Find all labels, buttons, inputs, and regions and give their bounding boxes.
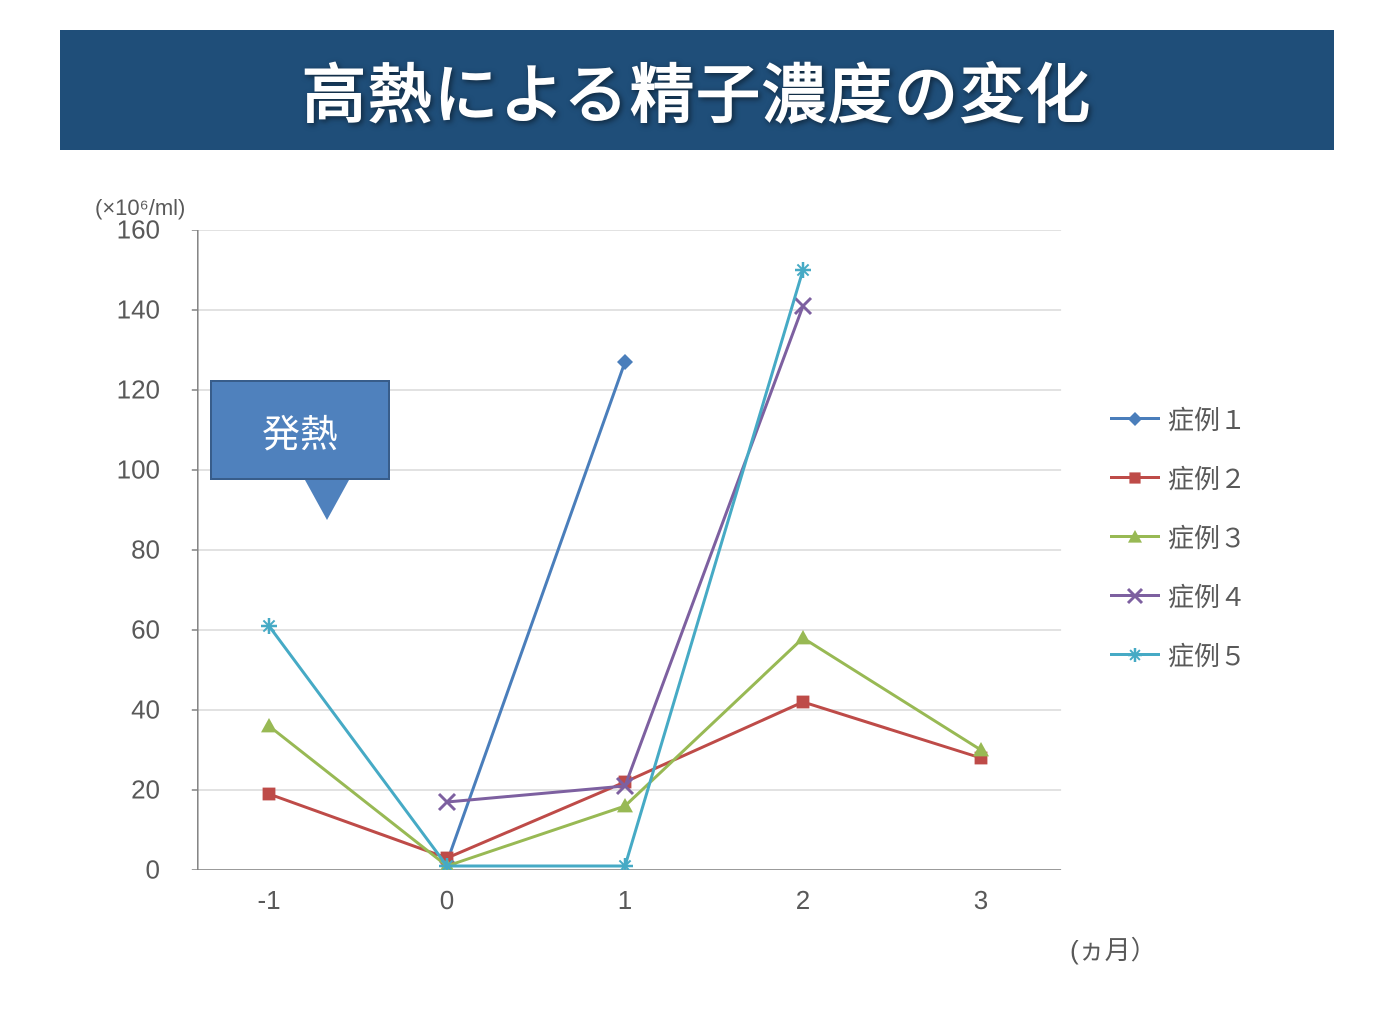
legend-swatch xyxy=(1110,527,1160,547)
legend-item: 症例４ xyxy=(1110,577,1246,614)
legend-swatch xyxy=(1110,409,1160,429)
chart-legend: 症例１ 症例２ 症例３ 症例４ 症例５ xyxy=(1110,400,1246,673)
fever-callout-label: 発熱 xyxy=(262,403,338,458)
y-tick-label: 40 xyxy=(100,695,160,726)
legend-item: 症例３ xyxy=(1110,518,1246,555)
fever-callout-pointer xyxy=(305,480,349,520)
legend-swatch xyxy=(1110,645,1160,665)
x-tick-label: 2 xyxy=(796,885,810,916)
y-tick-label: 140 xyxy=(100,295,160,326)
legend-item: 症例１ xyxy=(1110,400,1246,437)
y-tick-label: 0 xyxy=(100,855,160,886)
legend-item: 症例２ xyxy=(1110,459,1246,496)
legend-label: 症例１ xyxy=(1168,400,1246,437)
legend-label: 症例２ xyxy=(1168,459,1246,496)
x-tick-label: 3 xyxy=(974,885,988,916)
line-chart xyxy=(180,230,1070,870)
y-tick-label: 80 xyxy=(100,535,160,566)
legend-label: 症例３ xyxy=(1168,518,1246,555)
y-tick-label: 20 xyxy=(100,775,160,806)
x-tick-label: 1 xyxy=(618,885,632,916)
legend-label: 症例４ xyxy=(1168,577,1246,614)
fever-callout: 発熱 xyxy=(210,380,390,480)
x-tick-label: -1 xyxy=(257,885,280,916)
x-axis-unit: (ヵ月） xyxy=(1070,930,1157,967)
legend-swatch xyxy=(1110,468,1160,488)
x-tick-label: 0 xyxy=(440,885,454,916)
legend-label: 症例５ xyxy=(1168,636,1246,673)
legend-swatch xyxy=(1110,586,1160,606)
y-tick-label: 60 xyxy=(100,615,160,646)
legend-item: 症例５ xyxy=(1110,636,1246,673)
y-tick-label: 100 xyxy=(100,455,160,486)
y-tick-label: 160 xyxy=(100,215,160,246)
y-tick-label: 120 xyxy=(100,375,160,406)
title-bar: 高熱による精子濃度の変化 xyxy=(60,30,1334,150)
slide-title: 高熱による精子濃度の変化 xyxy=(302,44,1092,136)
